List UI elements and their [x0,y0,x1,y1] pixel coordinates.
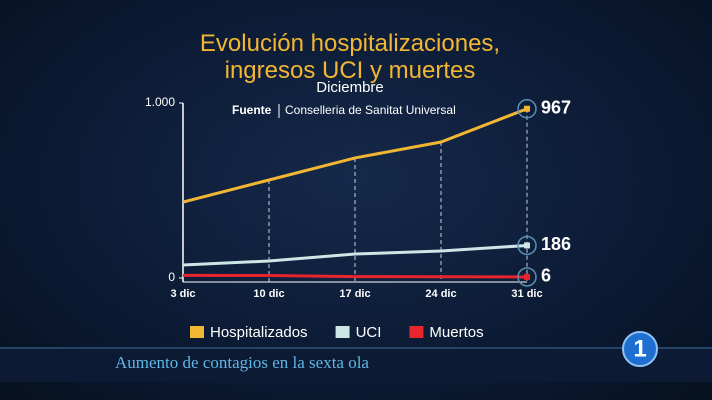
value-label: 967 [541,98,571,118]
ticker-text: Aumento de contagios en la sexta ola [115,353,369,372]
x-tick-label: 17 dic [339,288,370,300]
end-point [524,105,530,112]
y-tick-label: 1.000 [145,95,175,109]
series-line [182,273,528,279]
x-tick-label: 31 dic [511,288,542,300]
ticker-band [0,348,712,382]
source: Conselleria de Sanitat Universal [285,103,456,117]
legend-label: Muertos [429,324,483,341]
legend-label: Hospitalizados [210,324,308,341]
series-line [182,243,528,267]
legend-swatch [190,326,204,338]
legend-label: UCI [356,324,382,341]
end-ring [517,235,537,256]
x-tick-label: 10 dic [253,288,284,300]
series-line [182,107,528,204]
channel-logo-text: 1 [633,335,646,362]
end-ring [517,267,537,287]
value-label: 186 [541,234,571,254]
legend-swatch [335,326,350,338]
end-ring [517,99,537,119]
x-tick-label: 3 dic [170,288,195,300]
value-label: 6 [541,266,551,286]
chart-title: Evolución hospitalizaciones, ingresos UC… [199,30,501,84]
legend-swatch [409,326,424,338]
subtitle: Diciembre [316,79,384,96]
y-tick-label: 0 [168,270,175,284]
end-point [524,273,530,280]
end-point [524,242,530,249]
source-label: Fuente [232,103,272,117]
channel-logo [622,331,658,367]
x-tick-label: 24 dic [425,288,456,300]
